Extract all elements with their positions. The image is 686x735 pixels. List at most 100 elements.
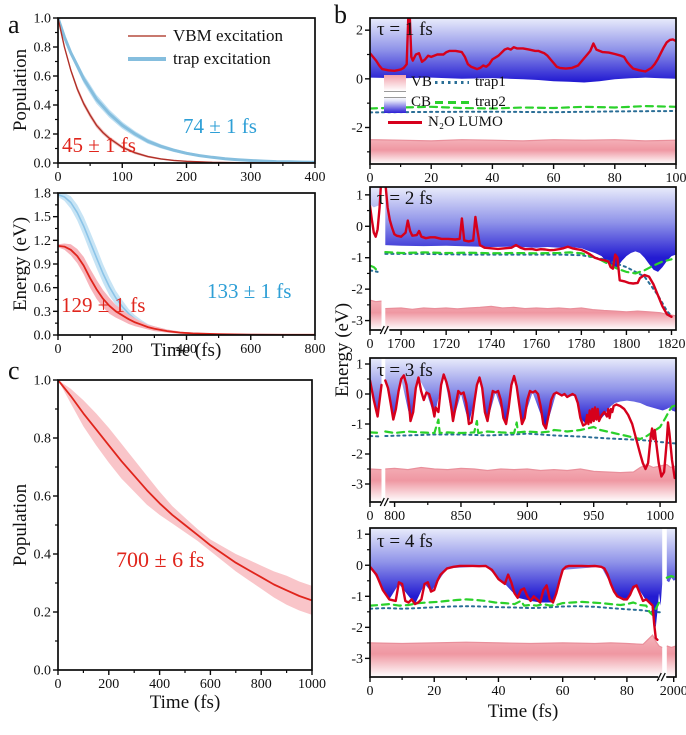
VB-fill <box>370 635 663 677</box>
y-tick-label: 0 <box>356 72 363 87</box>
x-tick-label: 600 <box>240 342 261 357</box>
y-tick-label: 1.5 <box>34 210 52 225</box>
axis-break-mark <box>656 672 662 682</box>
x-tick-label: 40 <box>485 171 499 186</box>
trap1-line <box>370 110 676 114</box>
x-tick-label: 1760 <box>522 337 550 352</box>
y-tick-label: 2 <box>356 24 363 39</box>
trap2-line <box>370 105 676 110</box>
axis-break-mark <box>660 672 666 682</box>
y-tick-label: 0 <box>356 220 363 235</box>
y-tick-label: 0 <box>356 559 363 574</box>
trap1-line <box>384 432 676 445</box>
x-tick-label: 0 <box>55 677 62 692</box>
y-tick-label: 0.8 <box>34 432 52 447</box>
y-tick-label: 0.6 <box>34 281 52 296</box>
VB-edge <box>385 463 676 474</box>
x-tick-label: 1800 <box>612 337 640 352</box>
VBM energy-line <box>58 245 315 335</box>
CB-fill <box>666 528 676 583</box>
x-tick-label: 20 <box>427 684 441 699</box>
x-tick-label: 0 <box>55 342 62 357</box>
y-tick-label: -1 <box>351 590 363 605</box>
x-tick-label: 80 <box>620 684 634 699</box>
chart-c <box>58 380 312 615</box>
x-tick-label: 0 <box>367 337 374 352</box>
CB-fill <box>385 358 676 429</box>
axis-break-mark <box>383 497 389 507</box>
y-tick-label: -2 <box>351 121 363 136</box>
y-tick-label: -2 <box>351 283 363 298</box>
x-tick-label: 950 <box>583 509 604 524</box>
N2O LUMO-line <box>370 187 383 238</box>
N2O population-line <box>58 380 312 602</box>
axes-b4: 0 20 40 60 80 2000 1 0 -1 -2 -3 <box>351 527 686 699</box>
CB-fill <box>370 18 676 83</box>
x-tick-label: 800 <box>251 677 272 692</box>
plot-border <box>369 357 677 503</box>
y-tick-label: 0.6 <box>34 490 52 505</box>
x-tick-label: 200 <box>112 342 133 357</box>
trap1-line <box>370 435 383 438</box>
axes-b3: 0 800 850 900 950 1000 1 0 -1 -2 -3 <box>351 357 677 524</box>
VB-fill <box>370 469 382 502</box>
axes-b2: 0 1700 1720 1740 1760 1780 1800 1820 1 0 -1 -2 -3 <box>351 186 685 352</box>
y-tick-label: 0.9 <box>34 258 52 273</box>
trap excitation-line <box>58 18 315 163</box>
y-tick-label: 0.6 <box>34 70 52 85</box>
y-tick-label: 0 <box>356 388 363 403</box>
y-tick-label: 0.0 <box>34 157 52 172</box>
axes-a1: 0 100 200 300 400 0.0 0.2 0.4 0.6 0.8 1.0 <box>34 12 326 186</box>
chart-b2 <box>370 187 676 330</box>
axis-break-gap <box>381 499 390 505</box>
x-tick-label: 60 <box>547 171 561 186</box>
VB-fill <box>385 464 676 502</box>
plot-border <box>369 527 677 678</box>
x-tick-label: 20 <box>424 171 438 186</box>
x-tick-label: 300 <box>240 170 261 185</box>
x-tick-label: 100 <box>666 171 686 186</box>
x-tick-label: 1740 <box>477 337 505 352</box>
x-tick-label: 2000 <box>660 684 686 699</box>
y-tick-label: -3 <box>351 652 363 667</box>
trap energy-uncertainty-band <box>58 193 315 335</box>
chart-a2 <box>58 193 315 335</box>
x-tick-label: 900 <box>517 509 538 524</box>
x-tick-label: 100 <box>112 170 133 185</box>
CB-fill <box>385 187 676 272</box>
y-tick-label: -3 <box>351 314 363 329</box>
x-tick-label: 0 <box>367 509 374 524</box>
axes-c: 0 200 400 600 800 1000 0.0 0.2 0.4 0.6 0.8 1.0 <box>34 374 327 693</box>
plot-border <box>57 17 316 164</box>
y-tick-label: 0.4 <box>34 548 52 563</box>
x-tick-label: 1000 <box>298 677 326 692</box>
axis-break-mark <box>379 497 385 507</box>
trap1-line <box>370 605 664 614</box>
N2O LUMO-line <box>370 379 383 418</box>
x-tick-label: 1720 <box>432 337 460 352</box>
CB-fill <box>370 528 663 628</box>
y-tick-label: 1.0 <box>34 374 52 389</box>
y-tick-label: 1 <box>356 528 363 543</box>
VBM energy-uncertainty-band <box>58 243 315 335</box>
x-tick-label: 400 <box>149 677 170 692</box>
x-tick-label: 800 <box>305 342 326 357</box>
VB-edge <box>666 645 676 649</box>
x-tick-label: 60 <box>556 684 570 699</box>
axes-a2: 0 200 400 600 800 0.0 0.3 0.6 0.9 1.2 1.5 1.8 <box>34 187 326 358</box>
chart-b4 <box>370 528 676 677</box>
x-tick-label: 80 <box>608 171 622 186</box>
x-tick-label: 1700 <box>387 337 415 352</box>
x-tick-label: 200 <box>98 677 119 692</box>
y-tick-label: 0.3 <box>34 305 52 320</box>
x-tick-label: 1780 <box>567 337 595 352</box>
VB-edge <box>385 305 676 317</box>
N2O population-uncertainty-band <box>58 380 312 615</box>
x-tick-label: 800 <box>384 509 405 524</box>
chart-b3 <box>370 358 676 502</box>
trap2-line <box>384 251 673 275</box>
trap1-line <box>384 252 673 317</box>
axis-break-mark <box>383 325 389 335</box>
x-tick-label: 200 <box>176 170 197 185</box>
